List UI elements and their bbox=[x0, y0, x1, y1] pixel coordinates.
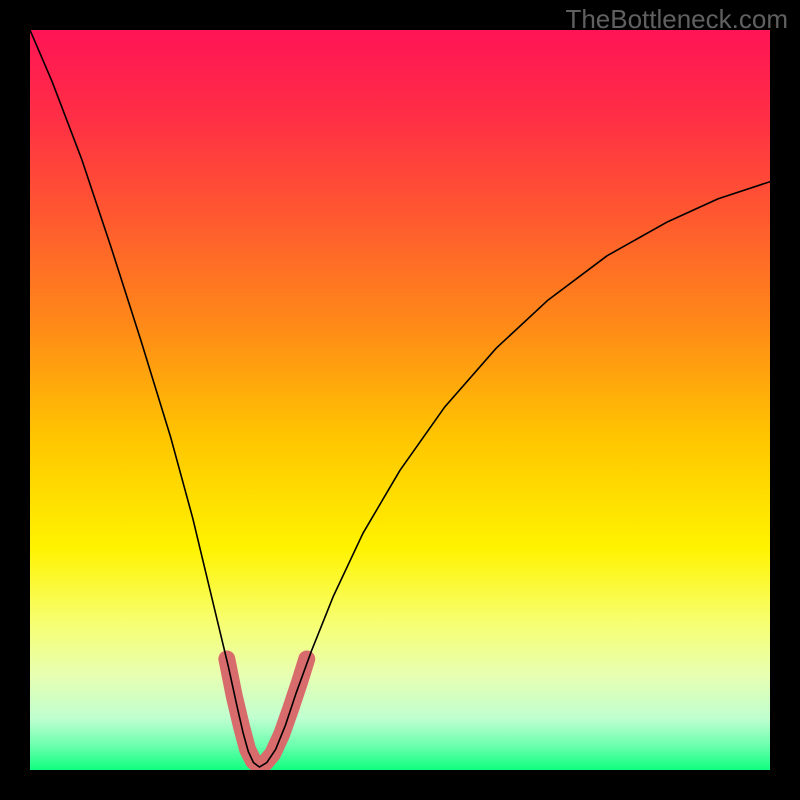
chart-frame: TheBottleneck.com bbox=[0, 0, 800, 800]
bottleneck-curve-chart bbox=[30, 30, 770, 770]
plot-background bbox=[30, 30, 770, 770]
plot-area bbox=[30, 30, 770, 770]
